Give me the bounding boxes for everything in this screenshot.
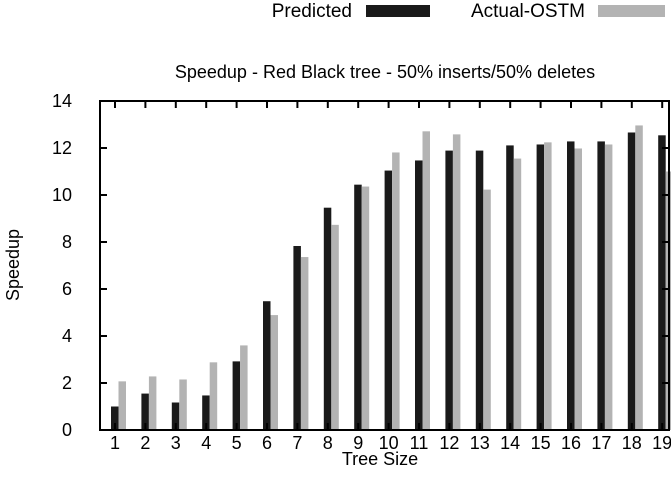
bar-actual-ostm-15 bbox=[544, 142, 552, 431]
y-tick-label: 8 bbox=[62, 232, 72, 252]
x-tick-label: 10 bbox=[379, 433, 399, 453]
bar-actual-ostm-2 bbox=[148, 376, 157, 430]
bar-actual-ostm-8 bbox=[331, 224, 339, 430]
x-tick-label: 13 bbox=[470, 433, 490, 453]
y-tick-label: 6 bbox=[62, 279, 72, 299]
bar-actual-ostm-1 bbox=[118, 381, 126, 430]
x-tick-label: 4 bbox=[201, 433, 211, 453]
bar-actual-ostm-11 bbox=[422, 131, 430, 430]
x-tick-label: 19 bbox=[652, 433, 671, 453]
bar-actual-ostm-14 bbox=[513, 158, 522, 430]
bar-actual-ostm-18 bbox=[635, 125, 643, 430]
y-tick-label: 14 bbox=[52, 91, 72, 111]
bar-predicted-4 bbox=[202, 395, 210, 430]
legend-swatch-actual-ostm bbox=[598, 5, 665, 17]
bar-actual-ostm-10 bbox=[392, 152, 400, 430]
x-tick-label: 11 bbox=[410, 433, 429, 453]
bar-actual-ostm-12 bbox=[452, 134, 461, 430]
bar-actual-ostm-9 bbox=[361, 186, 370, 430]
bar-predicted-14 bbox=[506, 145, 514, 431]
x-tick-label: 9 bbox=[353, 433, 363, 453]
bar-predicted-9 bbox=[354, 184, 362, 430]
x-tick-label: 16 bbox=[561, 433, 581, 453]
y-tick-label: 0 bbox=[62, 420, 72, 440]
plot-frame bbox=[99, 100, 670, 431]
bar-predicted-7 bbox=[293, 245, 301, 430]
x-tick-label: 1 bbox=[110, 433, 120, 453]
x-tick-label: 5 bbox=[232, 433, 242, 453]
y-tick-label: 10 bbox=[52, 185, 72, 205]
bar-predicted-11 bbox=[415, 160, 423, 430]
y-tick-label: 4 bbox=[62, 326, 72, 346]
bar-actual-ostm-6 bbox=[270, 315, 278, 430]
bar-actual-ostm-13 bbox=[483, 189, 491, 430]
bar-predicted-2 bbox=[141, 393, 149, 430]
y-tick-label: 2 bbox=[62, 373, 72, 393]
x-tick-label: 3 bbox=[171, 433, 181, 453]
bar-predicted-17 bbox=[597, 141, 605, 431]
bar-predicted-15 bbox=[536, 144, 545, 430]
x-tick-label: 15 bbox=[531, 433, 551, 453]
x-tick-label: 18 bbox=[622, 433, 642, 453]
x-tick-label: 7 bbox=[292, 433, 302, 453]
y-tick-label: 12 bbox=[52, 138, 72, 158]
bar-actual-ostm-3 bbox=[179, 379, 187, 430]
x-tick-label: 14 bbox=[500, 433, 520, 453]
bar-actual-ostm-17 bbox=[604, 144, 613, 430]
bar-actual-ostm-4 bbox=[209, 362, 218, 430]
bar-actual-ostm-5 bbox=[240, 345, 248, 430]
x-axis-label: Tree Size bbox=[342, 449, 418, 469]
x-tick-label: 6 bbox=[262, 433, 272, 453]
legend: Predicted Actual-OSTM bbox=[272, 1, 665, 22]
bars bbox=[111, 125, 671, 431]
bar-predicted-18 bbox=[627, 132, 636, 431]
bar-predicted-10 bbox=[384, 170, 393, 430]
bar-predicted-19 bbox=[658, 135, 666, 430]
bar-predicted-5 bbox=[232, 361, 241, 430]
bar-predicted-12 bbox=[445, 150, 453, 430]
bar-actual-ostm-7 bbox=[300, 257, 309, 430]
chart-title: Speedup - Red Black tree - 50% inserts/5… bbox=[175, 62, 595, 82]
y-axis-label: Speedup bbox=[3, 229, 23, 301]
legend-label-actual-ostm: Actual-OSTM bbox=[471, 1, 585, 22]
x-tick-label: 8 bbox=[323, 433, 333, 453]
bar-actual-ostm-16 bbox=[574, 148, 582, 430]
legend-swatch-predicted bbox=[366, 5, 430, 17]
bar-predicted-8 bbox=[323, 207, 332, 430]
x-tick-label: 17 bbox=[591, 433, 611, 453]
bar-predicted-6 bbox=[263, 301, 271, 430]
x-tick-label: 2 bbox=[140, 433, 150, 453]
bar-predicted-3 bbox=[171, 402, 180, 430]
bar-predicted-1 bbox=[111, 406, 119, 430]
bar-predicted-13 bbox=[475, 150, 484, 430]
legend-label-predicted: Predicted bbox=[272, 1, 352, 22]
bar-predicted-16 bbox=[567, 141, 575, 431]
x-tick-label: 12 bbox=[439, 433, 459, 453]
